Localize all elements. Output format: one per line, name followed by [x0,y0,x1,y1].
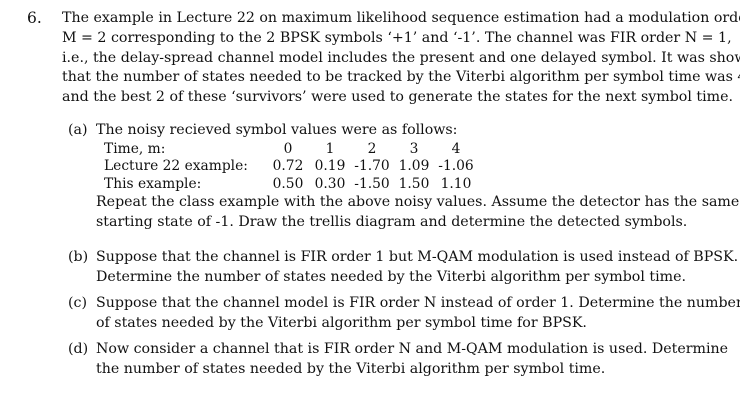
intro-line: that the number of states needed to be t… [62,69,740,86]
part-body: Suppose that the channel is FIR order 1 … [96,248,739,288]
part-body: Suppose that the channel model is FIR or… [96,294,740,334]
part-b-text: Determine the number of states needed by… [96,268,686,285]
part-label: (b) [68,249,89,265]
part-d-text: Now consider a channel that is FIR order… [96,341,729,357]
intro-line: and the best 2 of these ‘survivors’ were… [62,89,733,106]
table-row: Lecture 22 example: 0.72 0.19 -1.70 1.09… [104,158,480,176]
time-value: 0 [283,140,293,157]
part-a-lead: The noisy recieved symbol values were as… [96,122,458,138]
part-label: (a) [68,122,88,138]
cell-value: -1.70 [354,158,390,175]
cell-value: 0.50 [272,175,304,192]
cell-value: 1.09 [398,158,430,175]
cell-value: 0.19 [314,158,346,175]
part-d-text: the number of states needed by the Viter… [96,360,606,377]
problem-intro: The example in Lecture 22 on maximum lik… [62,9,740,108]
problem-number: 6. [27,9,42,27]
part-a-text: Repeat the class example with the above … [96,194,740,211]
time-label: Time, m: [104,140,166,157]
part-b-text: Suppose that the channel is FIR order 1 … [96,249,739,265]
time-value: 2 [367,140,377,157]
intro-line: i.e., the delay-spread channel model inc… [62,49,740,66]
cell-value: 1.10 [440,175,472,192]
part-a-text: starting state of -1. Draw the trellis d… [96,214,688,231]
row-label: Lecture 22 example: [104,158,248,175]
table-row: Time, m: 0 1 2 3 4 [104,141,480,159]
part-c-text: Suppose that the channel model is FIR or… [96,295,740,311]
part-body: The noisy recieved symbol values were as… [96,121,740,233]
part-c-text: of states needed by the Viterbi algorith… [96,314,587,331]
time-value: 1 [325,140,335,157]
cell-value: 0.72 [272,158,304,175]
time-value: 4 [451,140,461,157]
cell-value: -1.50 [354,175,390,192]
cell-value: -1.06 [438,158,474,175]
part-label: (c) [68,295,88,311]
symbol-values-table: Time, m: 0 1 2 3 4 Lecture 22 example: 0… [104,141,480,194]
time-value: 3 [409,140,419,157]
table-row: This example: 0.50 0.30 -1.50 1.50 1.10 [104,176,480,194]
part-label: (d) [68,341,89,357]
intro-line: The example in Lecture 22 on maximum lik… [62,10,740,26]
part-body: Now consider a channel that is FIR order… [96,340,729,380]
intro-line: M = 2 corresponding to the 2 BPSK symbol… [62,29,732,46]
cell-value: 0.30 [314,175,346,192]
row-label: This example: [104,175,202,192]
cell-value: 1.50 [398,175,430,192]
